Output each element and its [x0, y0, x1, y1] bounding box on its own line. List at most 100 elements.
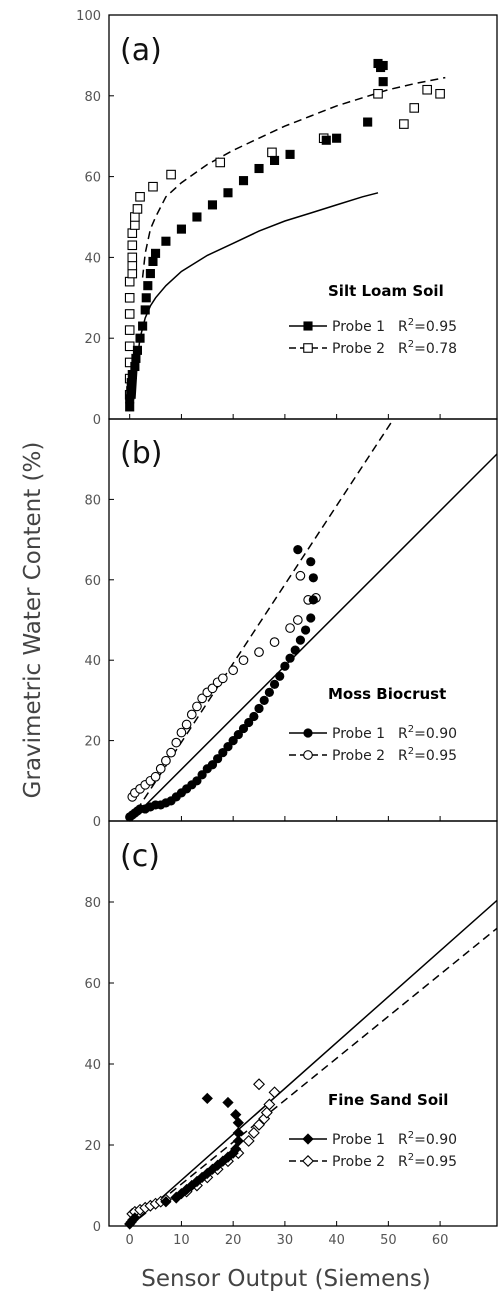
panel-a-point-probe-2 [435, 88, 445, 99]
panel-a-point-probe-1 [140, 305, 150, 315]
panel-a-legend-marker-2 [303, 343, 313, 353]
panel-a-point-probe-1 [332, 133, 342, 143]
panel-b-point-probe-1 [308, 573, 318, 583]
panel-a-point-probe-2 [127, 260, 138, 271]
panel-c-point-probe-1 [160, 1196, 172, 1208]
panel-a-point-probe-1 [132, 345, 143, 355]
r2-superscript: 2 [408, 317, 414, 328]
panel-b-y-tick-label: 60 [84, 574, 101, 589]
panel-b-point-probe-1 [293, 545, 303, 555]
panel-a-point-probe-2 [124, 325, 135, 335]
panel-c-point-probe-1 [232, 1127, 244, 1139]
r2-symbol: R [398, 748, 408, 764]
panel-c-legend-label-1: Probe 1 [332, 1132, 385, 1148]
panel-b-point-probe-1 [249, 711, 259, 722]
panel-b-y-tick-label: 40 [84, 654, 101, 669]
panel-b-point-probe-2 [176, 727, 187, 738]
panel-a-y-tick-label: 40 [84, 251, 101, 266]
panel-a-point-probe-1 [130, 361, 140, 372]
panel-b-point-probe-1 [218, 748, 228, 758]
x-tick-label: 10 [173, 1233, 190, 1248]
x-tick-label: 50 [380, 1233, 397, 1248]
panel-b-point-probe-1 [264, 687, 274, 697]
panel-a-point-probe-1 [125, 394, 135, 404]
panel-c-legend-r2-2: R2=0.95 [398, 1152, 457, 1170]
panel-b-point-probe-1 [238, 723, 249, 734]
r2-superscript: 2 [408, 1130, 414, 1141]
panel-a-point-probe-1 [161, 236, 171, 246]
panel-c-y-tick-label: 80 [84, 896, 101, 911]
r2-symbol: R [398, 726, 408, 742]
panel-b-point-probe-1 [285, 653, 295, 663]
panel-a-point-probe-2 [422, 84, 432, 95]
panel-b-point-probe-2 [161, 755, 171, 766]
panel-b-y-tick-label: 0 [93, 815, 101, 830]
x-tick-label: 60 [432, 1233, 449, 1248]
panel-c-point-probe-2 [242, 1134, 255, 1147]
panel-a-point-probe-1 [126, 386, 136, 396]
panel-c-point-probe-1 [201, 1092, 213, 1105]
panel-c-point-probe-1 [230, 1109, 242, 1121]
panel-b-point-probe-1 [295, 635, 306, 645]
r2-value: =0.90 [414, 1132, 457, 1148]
x-axis-title: Sensor Output (Siemens) [141, 1266, 431, 1292]
panel-a-point-probe-1 [176, 224, 186, 234]
panel-b-point-probe-2 [186, 709, 197, 720]
panel-b-point-probe-2 [228, 665, 239, 676]
panel-b-legend-label-2: Probe 2 [332, 748, 385, 764]
panel-a-point-probe-2 [130, 212, 140, 222]
panel-a-point-probe-1 [378, 77, 388, 87]
panel-c-point-probe-2 [268, 1086, 281, 1099]
panel-c-frame [108, 820, 498, 1227]
y-axis-title: Gravimetric Water Content (%) [20, 442, 46, 799]
panel-b-point-probe-1 [280, 661, 290, 671]
panel-a-point-probe-1 [223, 188, 233, 198]
panel-b-point-probe-2 [295, 570, 306, 581]
panel-b-point-probe-2 [254, 647, 264, 658]
panel-c-y-tick-label: 20 [84, 1139, 101, 1154]
panel-a-legend-r2-1: R2=0.95 [398, 317, 457, 335]
panel-b-point-probe-1 [223, 742, 233, 752]
panel-b-point-probe-1 [233, 729, 243, 740]
panel-a-point-probe-2 [166, 169, 176, 180]
panel-a-point-probe-2 [399, 119, 409, 129]
panel-c-point-probe-1 [230, 1143, 242, 1155]
panel-a-fit-probe-2 [141, 76, 446, 278]
panel-b-point-probe-2 [292, 615, 303, 625]
panel-b-point-probe-1 [244, 717, 254, 728]
panel-b-title: Moss Biocrust [328, 685, 446, 703]
panel-b-point-probe-2 [207, 683, 218, 694]
panel-a-point-probe-1 [363, 117, 373, 127]
panel-b-point-probe-1 [259, 695, 269, 706]
panel-a-point-probe-2 [130, 220, 140, 230]
panel-b-point-probe-2 [171, 737, 182, 748]
panel-a-point-probe-1 [131, 353, 141, 363]
panel-b-point-probe-1 [300, 625, 311, 635]
r2-value: =0.95 [414, 319, 457, 335]
panel-c-legend-marker-2 [302, 1155, 314, 1167]
panel-a-point-probe-1 [151, 248, 161, 258]
panel-a-point-probe-1 [207, 200, 218, 210]
panel-a-point-probe-2 [409, 103, 420, 113]
panel-b-y-tick-label: 20 [84, 735, 101, 750]
r2-value: =0.95 [414, 748, 457, 764]
panel-a-y-tick-label: 0 [93, 413, 101, 428]
panel-a-point-probe-1 [254, 163, 264, 174]
panel-a-point-probe-1 [378, 60, 388, 71]
panel-a-point-probe-1 [138, 321, 148, 331]
panel-b-point-probe-1 [290, 645, 300, 655]
panel-a-y-tick-label: 100 [76, 9, 101, 24]
panel-b-point-probe-2 [155, 763, 166, 774]
r2-superscript: 2 [408, 746, 414, 757]
panel-b-point-probe-1 [306, 557, 316, 567]
panel-c-point-probe-1 [222, 1096, 234, 1109]
panel-a-point-probe-2 [127, 240, 138, 251]
x-tick-label: 30 [277, 1233, 294, 1248]
panel-c-point-probe-2 [253, 1118, 266, 1131]
r2-value: =0.95 [414, 1154, 457, 1170]
panel-b-legend-r2-1: R2=0.90 [398, 724, 457, 742]
panel-b-point-probe-2 [197, 693, 207, 704]
panel-b-label: (b) [120, 436, 162, 471]
panel-a-point-probe-2 [124, 276, 135, 287]
